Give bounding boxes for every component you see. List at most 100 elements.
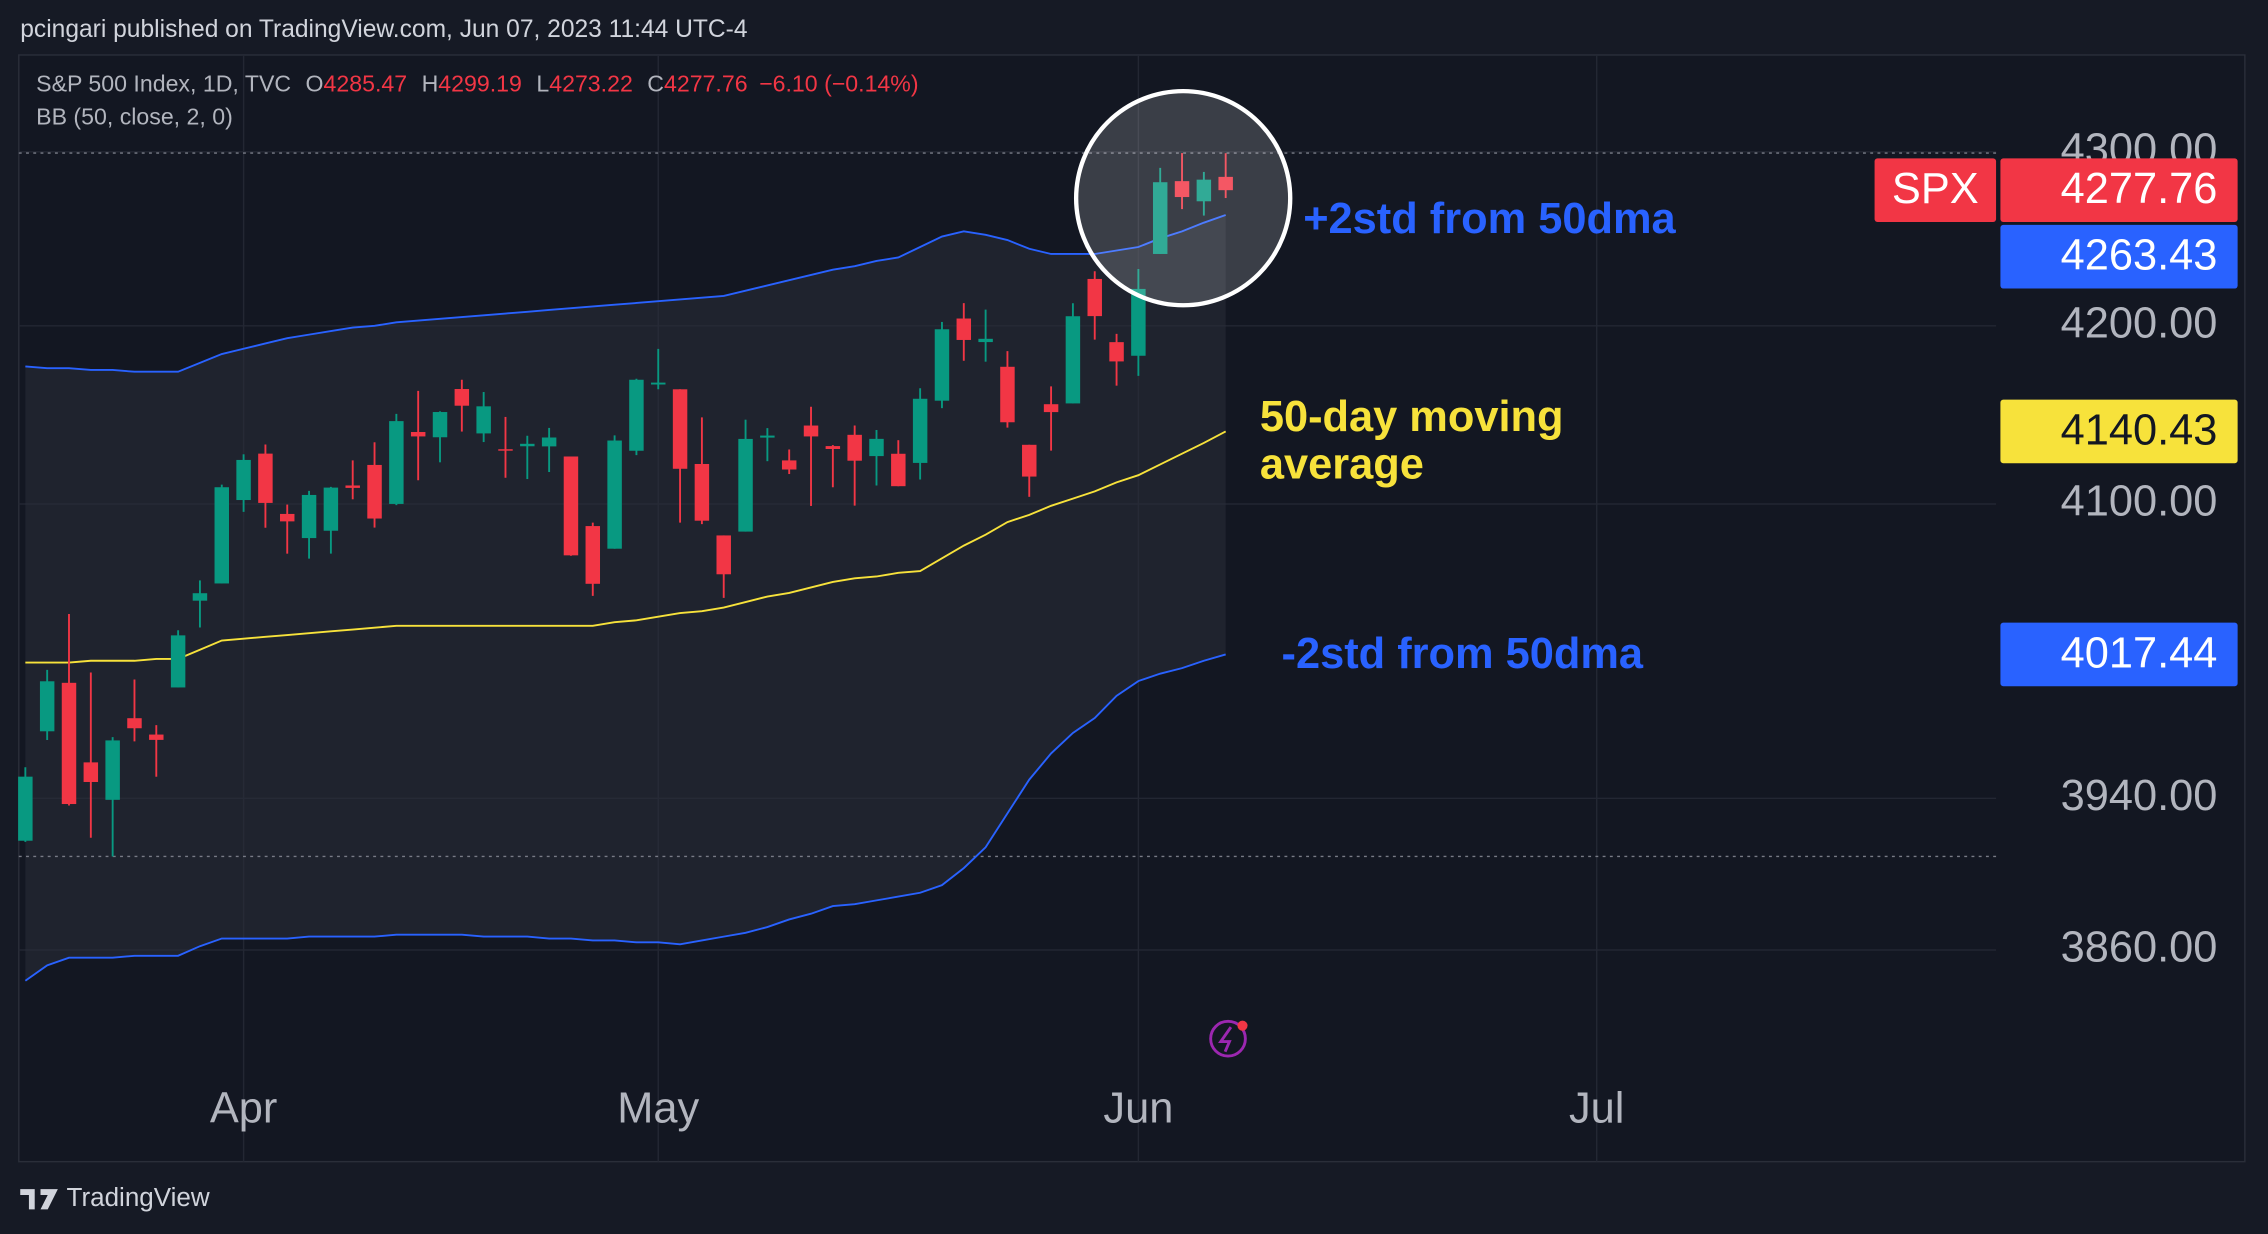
candle-body [1087, 278, 1102, 317]
candle-body [345, 485, 360, 488]
highlight-circle [1073, 88, 1293, 308]
candle-body [1065, 316, 1081, 404]
price-label-box [2000, 399, 2238, 464]
candle-body [301, 494, 317, 539]
candle-body [214, 487, 230, 584]
ohlc-value: 4299.19 [438, 70, 522, 96]
x-tick-label: Jul [1569, 1085, 1624, 1133]
candle-body [781, 460, 797, 470]
annotation: 50-day moving [1260, 393, 1564, 441]
candle-body [825, 446, 841, 449]
candle-body [1131, 288, 1146, 356]
y-tick-label: 4200.00 [2061, 299, 2218, 347]
candle-body [192, 593, 208, 601]
candle-body [956, 318, 972, 340]
candle-body [323, 487, 339, 531]
candle-body [410, 432, 426, 437]
candle-body [18, 776, 33, 841]
candle-body [694, 463, 710, 521]
candle-body [803, 425, 819, 437]
ohlc-letter: H [422, 70, 439, 96]
candle-body [1000, 366, 1015, 423]
ohlc-value: 4285.47 [324, 70, 408, 96]
price-label-box [2000, 158, 2238, 223]
y-tick-label: 4100.00 [2061, 477, 2218, 525]
x-tick-label: May [617, 1085, 699, 1133]
candle-body [563, 456, 579, 556]
candle-body [454, 389, 470, 406]
candle-body [672, 389, 688, 469]
ohlc-value: 4273.22 [549, 70, 633, 96]
candle-body [738, 438, 753, 532]
candle-body [1174, 181, 1190, 198]
x-tick-label: Jun [1103, 1085, 1173, 1133]
candle-body [869, 438, 884, 457]
candle-body [1022, 444, 1037, 477]
candle-body [1109, 342, 1124, 362]
symbol-legend: S&P 500 Index, 1D, TVC O4285.47 H4299.19 L4… [36, 70, 918, 96]
candle-body [476, 406, 491, 434]
candle-body [83, 762, 99, 782]
price-label-box [2000, 622, 2238, 687]
candle-body [432, 412, 448, 438]
candle-body [541, 437, 557, 447]
candle-body [498, 449, 513, 451]
candle-body [1043, 404, 1059, 413]
indicator-legend: BB (50, close, 2, 0) [36, 104, 233, 130]
ticker-box [1874, 158, 1997, 223]
price-label: 4277.76 [2061, 165, 2218, 213]
candle-body [978, 338, 993, 343]
candle-body [934, 329, 950, 401]
candle-body [891, 453, 906, 487]
bollinger-line [24, 653, 1226, 982]
candle-body [236, 459, 251, 501]
ohlc-letter: L [536, 70, 549, 96]
price-label-box [2000, 224, 2238, 289]
symbol-name: S&P 500 Index, 1D, TVC [36, 70, 291, 96]
candle-body [149, 734, 164, 740]
annotation: -2std from 50dma [1282, 630, 1644, 678]
candle-body [1196, 179, 1212, 202]
candle-body [280, 513, 295, 522]
ticker-label: SPX [1892, 165, 1979, 213]
candle-body [39, 681, 55, 732]
change-value: −6.10 (−0.14%) [759, 70, 918, 96]
candle-body [367, 464, 382, 519]
candle-body [607, 440, 622, 549]
candle-body [1218, 176, 1233, 191]
candle-body [258, 453, 273, 503]
publisher-line: pcingari published on TradingView.com, J… [20, 16, 747, 43]
price-label: 4263.43 [2061, 232, 2218, 280]
price-label: 4140.43 [2061, 406, 2218, 454]
y-tick-label: 3940.00 [2061, 772, 2218, 820]
alert-icon [1209, 1019, 1248, 1058]
bollinger-line [25, 214, 1226, 373]
ohlc-value: 4277.76 [664, 70, 748, 96]
candle-body [651, 382, 666, 385]
price-label: 4017.44 [2061, 629, 2218, 677]
candle-body [716, 535, 731, 575]
ohlc-letter: O [306, 70, 324, 96]
x-tick-label: Apr [210, 1085, 277, 1133]
annotation: average [1260, 441, 1424, 489]
candle-body [61, 682, 77, 805]
y-tick-label: 3860.00 [2061, 923, 2218, 971]
bollinger-line [25, 430, 1227, 664]
candle-body [170, 635, 186, 688]
candle-body [389, 421, 404, 504]
brand-name: TradingView [67, 1182, 210, 1212]
ohlc-letter: C [647, 70, 664, 96]
candle-body [1152, 182, 1168, 254]
candle-body [629, 379, 644, 451]
candle-body [912, 398, 928, 463]
candle-body [847, 434, 862, 461]
candle-body [585, 526, 601, 584]
candle-body [520, 443, 535, 447]
candle-body [127, 718, 142, 729]
brand-logo [20, 1189, 58, 1210]
candle-body [760, 435, 775, 438]
candle-body [105, 740, 120, 800]
